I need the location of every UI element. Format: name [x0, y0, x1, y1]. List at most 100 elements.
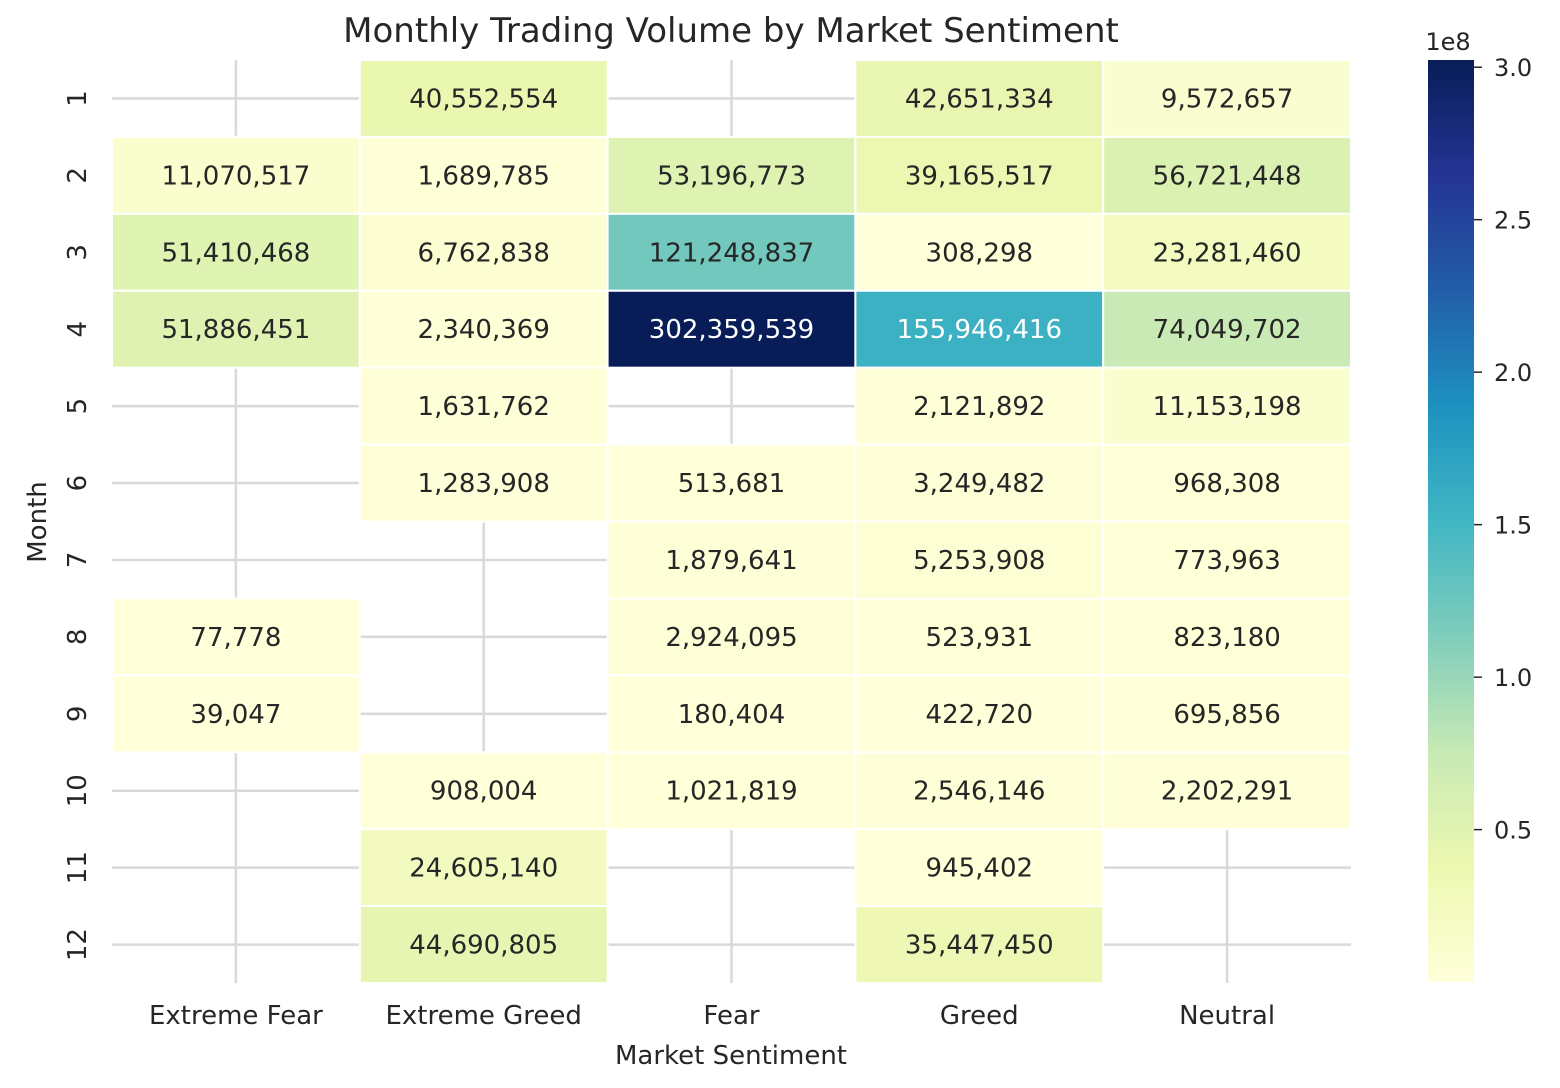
heatmap-cell	[358, 289, 609, 369]
heatmap-cell	[606, 212, 857, 292]
heatmap-cell	[358, 366, 609, 446]
y-tick-label: 12	[63, 928, 93, 961]
cell-value-label: 1,283,908	[418, 469, 550, 499]
x-axis-label: Market Sentiment	[615, 1041, 847, 1071]
cell-value-label: 11,153,198	[1153, 392, 1302, 422]
cell-value-label: 35,447,450	[905, 931, 1054, 961]
heatmap-cell	[854, 289, 1105, 369]
cell-value-label: 513,681	[678, 469, 786, 499]
heatmap-cell	[111, 597, 361, 677]
heatmap-cell	[111, 674, 361, 754]
cell-value-label: 1,631,762	[418, 392, 550, 422]
cell-value-label: 42,651,334	[905, 84, 1054, 114]
heatmap-cell	[1102, 520, 1352, 600]
y-tick-label: 5	[63, 398, 93, 415]
heatmap-cell	[111, 212, 361, 292]
cell-value-label: 56,721,448	[1153, 161, 1302, 191]
cell-value-label: 24,605,140	[409, 854, 558, 884]
x-tick-labels: Extreme Fear Extreme Greed Fear Greed Neutra…	[149, 1001, 1275, 1031]
colorbar-tick-label: 2.5	[1494, 207, 1532, 235]
y-tick-label: 8	[63, 629, 93, 646]
x-tick-label: Fear	[703, 1001, 759, 1031]
cell-value-label: 1,879,641	[665, 546, 797, 576]
cell-value-label: 23,281,460	[1153, 238, 1302, 268]
x-tick-label: Extreme Greed	[385, 1001, 581, 1031]
heatmap-cell	[358, 905, 609, 985]
heatmap-cell	[1102, 59, 1352, 138]
cell-value-label: 908,004	[430, 777, 538, 807]
heatmap-cell	[606, 289, 857, 369]
cell-value-label: 44,690,805	[409, 931, 558, 961]
heatmap-cell	[1102, 597, 1352, 677]
heatmap-cell	[854, 135, 1105, 215]
heatmap-cell	[1102, 366, 1352, 446]
cell-value-label: 1,021,819	[665, 777, 797, 807]
cell-value-label: 40,552,554	[409, 84, 558, 114]
heatmap-cell	[854, 443, 1105, 523]
cell-value-label: 39,165,517	[905, 161, 1054, 191]
y-tick-label: 9	[63, 706, 93, 723]
cell-value-label: 968,308	[1173, 469, 1281, 499]
cell-value-label: 6,762,838	[418, 238, 550, 268]
heatmap-cell	[606, 751, 857, 831]
cell-value-label: 2,202,291	[1161, 777, 1293, 807]
heatmap-cell	[1102, 751, 1352, 831]
y-tick-label: 7	[63, 552, 93, 569]
colorbar-gradient	[1428, 60, 1474, 982]
x-tick-label: Neutral	[1179, 1001, 1275, 1031]
cell-value-label: 3,249,482	[913, 469, 1045, 499]
heatmap-cell	[358, 443, 609, 523]
cell-value-label: 180,404	[678, 700, 786, 730]
colorbar-tick-label: 0.5	[1494, 817, 1532, 845]
heatmap-cell	[1102, 135, 1352, 215]
cell-value-label: 74,049,702	[1153, 315, 1302, 345]
cell-value-label: 945,402	[926, 854, 1034, 884]
y-tick-label: 2	[63, 167, 93, 184]
y-tick-label: 10	[63, 774, 93, 807]
heatmap-cell	[606, 520, 857, 600]
heatmap-cell	[606, 443, 857, 523]
cell-value-label: 695,856	[1173, 700, 1281, 730]
y-tick-label: 3	[63, 244, 93, 261]
cell-value-label: 2,924,095	[665, 623, 797, 653]
cell-value-label: 422,720	[926, 700, 1034, 730]
y-tick-label: 11	[63, 851, 93, 884]
y-axis-label: Month	[23, 481, 53, 563]
heatmap-cells	[111, 59, 1352, 985]
heatmap-cell	[606, 674, 857, 754]
heatmap-cell	[854, 828, 1105, 908]
cell-value-label: 77,778	[190, 623, 281, 653]
cell-value-label: 51,410,468	[161, 238, 310, 268]
cell-value-label: 773,963	[1173, 546, 1281, 576]
cell-labels: 40,552,554 42,651,334 9,572,657 11,070,517 1…	[161, 84, 1301, 960]
cell-value-label: 9,572,657	[1161, 84, 1293, 114]
cell-value-label: 308,298	[926, 238, 1034, 268]
heatmap-cell	[854, 597, 1105, 677]
cell-value-label: 121,248,837	[649, 238, 814, 268]
cell-value-label: 155,946,416	[897, 315, 1062, 345]
heatmap-cell	[1102, 443, 1352, 523]
colorbar-tick-label: 2.0	[1494, 359, 1532, 387]
cell-value-label: 53,196,773	[657, 161, 806, 191]
cell-value-label: 302,359,539	[649, 315, 814, 345]
cell-value-label: 2,340,369	[418, 315, 550, 345]
heatmap-cell	[854, 59, 1105, 138]
heatmap-cell	[358, 59, 609, 138]
heatmap-cell	[358, 828, 609, 908]
colorbar: 0.5 1.0 1.5 2.0 2.5 3.0 1e8	[1425, 28, 1532, 982]
colorbar-ticks: 0.5 1.0 1.5 2.0 2.5 3.0	[1474, 54, 1532, 845]
cell-value-label: 523,931	[926, 623, 1034, 653]
cell-value-label: 823,180	[1173, 623, 1281, 653]
cell-value-label: 51,886,451	[161, 315, 310, 345]
cell-value-label: 5,253,908	[913, 546, 1045, 576]
chart-title: Monthly Trading Volume by Market Sentime…	[343, 11, 1119, 51]
heatmap-cell	[358, 751, 609, 831]
heatmap-cell	[606, 135, 857, 215]
colorbar-tick-label: 1.5	[1494, 512, 1532, 540]
y-tick-label: 1	[63, 90, 93, 107]
heatmap-cell	[1102, 212, 1352, 292]
heatmap-cell	[854, 905, 1105, 985]
colorbar-tick-label: 3.0	[1494, 54, 1532, 82]
